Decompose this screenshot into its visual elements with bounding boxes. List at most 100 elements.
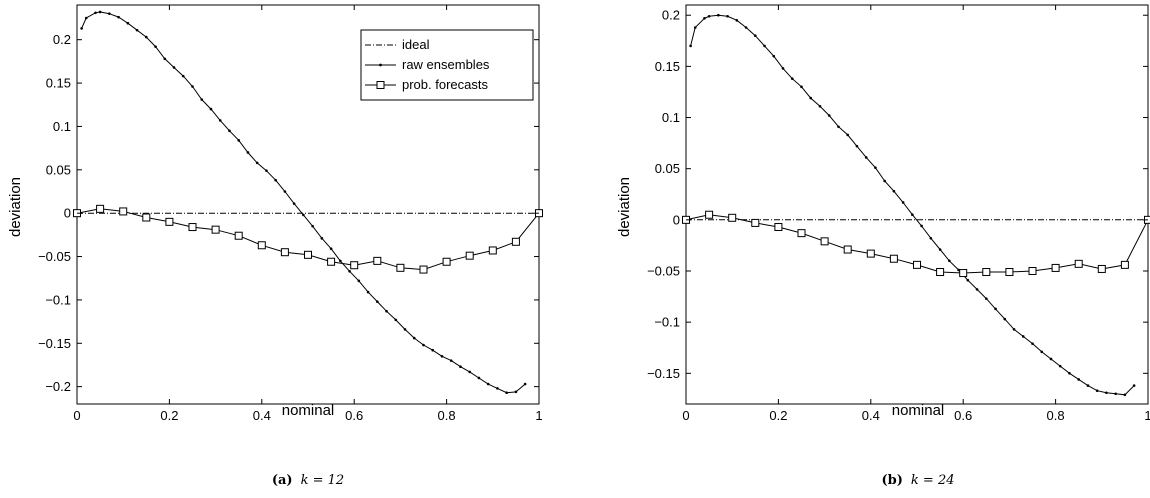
point-raw-ensembles [911, 213, 914, 217]
y-tick-label: 0.15 [655, 59, 680, 74]
point-raw-ensembles [1040, 350, 1044, 354]
point-raw-ensembles [181, 74, 185, 78]
x-tick-label: 0.6 [345, 408, 363, 423]
marker-prob-forecasts [1028, 267, 1037, 275]
marker-prob-forecasts [373, 256, 382, 265]
x-tick-label: 0.4 [253, 408, 271, 423]
point-raw-ensembles [172, 66, 176, 69]
legend-label-prob-forecasts: prob. forecasts [402, 77, 488, 92]
point-raw-ensembles [191, 85, 194, 88]
marker-prob-forecasts [1097, 264, 1106, 273]
point-raw-ensembles [703, 17, 706, 20]
marker-prob-forecasts [142, 213, 151, 222]
point-raw-ensembles [357, 279, 361, 283]
point-raw-ensembles [883, 179, 886, 183]
marker-prob-forecasts [889, 254, 898, 263]
point-raw-ensembles [255, 161, 259, 165]
y-tick-label: −0.1 [45, 292, 71, 307]
marker-prob-forecasts [959, 269, 968, 278]
point-raw-ensembles [135, 28, 139, 32]
point-raw-ensembles [348, 269, 351, 273]
point-raw-ensembles [1086, 384, 1090, 387]
marker-prob-forecasts [96, 204, 105, 213]
marker-prob-forecasts [442, 257, 451, 266]
y-tick-label: 0.05 [46, 162, 71, 177]
point-raw-ensembles [818, 104, 822, 108]
caption-text-a: k = 12 [301, 473, 345, 488]
point-raw-ensembles [929, 236, 933, 240]
point-raw-ensembles [514, 390, 518, 394]
legend-swatch-prob-forecasts-square [376, 81, 385, 89]
y-tick-label: 0.15 [46, 76, 71, 91]
point-raw-ensembles [117, 15, 120, 19]
point-raw-ensembles [1105, 391, 1108, 395]
point-raw-ensembles [772, 54, 776, 58]
point-raw-ensembles [209, 107, 213, 111]
point-raw-ensembles [809, 96, 813, 100]
marker-prob-forecasts [419, 265, 428, 274]
y-tick-label: 0 [64, 206, 71, 221]
point-raw-ensembles [505, 391, 508, 395]
y-tick-label: 0.2 [53, 32, 71, 47]
point-raw-ensembles [975, 288, 979, 291]
legend-swatch-raw-ensembles-dot [379, 63, 382, 67]
x-tick-label: 1 [1144, 408, 1150, 423]
point-raw-ensembles [874, 166, 877, 169]
point-raw-ensembles [901, 201, 905, 204]
y-tick-label: −0.05 [38, 249, 71, 264]
marker-prob-forecasts [982, 268, 991, 277]
y-tick-label: −0.15 [647, 366, 680, 381]
point-raw-ensembles [1012, 328, 1016, 331]
point-raw-ensembles [754, 34, 757, 37]
point-raw-ensembles [283, 190, 287, 193]
point-raw-ensembles [163, 57, 167, 61]
chart-panel-b: 0 0.2 0.4 0.6 0.8 1 −0.15 −0.1 −0.05 0 0.05 0.1 0.15… [616, 4, 1150, 488]
point-raw-ensembles [726, 14, 729, 18]
marker-prob-forecasts [1120, 260, 1129, 269]
point-raw-ensembles [693, 26, 697, 29]
marker-prob-forecasts [913, 260, 921, 269]
point-raw-ensembles [1123, 393, 1127, 397]
marker-prob-forecasts [188, 223, 197, 232]
y-tick-label: 0.1 [662, 110, 680, 125]
marker-prob-forecasts [511, 237, 520, 246]
y-tick-label: −0.1 [654, 315, 680, 330]
series-line-raw-ensembles [81, 11, 526, 394]
point-raw-ensembles [800, 85, 803, 89]
marker-prob-forecasts [257, 241, 266, 250]
x-tick-label: 0.6 [954, 408, 972, 423]
point-raw-ensembles [1077, 378, 1080, 381]
marker-prob-forecasts [936, 268, 945, 277]
x-axis-label-b: nominal [892, 402, 945, 419]
marker-prob-forecasts [797, 229, 806, 238]
marker-prob-forecasts [866, 249, 875, 258]
caption-b: (b) k = 24 [882, 473, 955, 488]
point-raw-ensembles [394, 318, 398, 322]
point-raw-ensembles [1003, 317, 1007, 321]
point-raw-ensembles [329, 247, 333, 251]
point-raw-ensembles [431, 348, 435, 352]
plot-area-b [682, 4, 1150, 405]
marker-prob-forecasts [774, 223, 783, 232]
caption-a: (a) k = 12 [272, 473, 344, 488]
point-raw-ensembles [459, 365, 462, 369]
point-raw-ensembles [302, 213, 305, 217]
point-raw-ensembles [763, 44, 766, 48]
point-raw-ensembles [449, 359, 453, 362]
point-raw-ensembles [496, 387, 499, 390]
y-tick-label: −0.05 [647, 264, 680, 279]
point-raw-ensembles [200, 98, 204, 101]
point-raw-ensembles [422, 343, 425, 347]
marker-prob-forecasts [1074, 259, 1083, 268]
point-raw-ensembles [440, 354, 444, 358]
point-raw-ensembles [855, 144, 859, 148]
point-raw-ensembles [403, 328, 407, 331]
x-tick-label: 0.2 [769, 408, 787, 423]
marker-prob-forecasts [705, 210, 714, 219]
marker-prob-forecasts [465, 251, 474, 260]
point-raw-ensembles [311, 224, 314, 228]
marker-prob-forecasts [119, 207, 128, 216]
point-raw-ensembles [1031, 342, 1034, 345]
series-line-raw-ensembles [690, 14, 1135, 396]
point-raw-ensembles [781, 67, 785, 70]
